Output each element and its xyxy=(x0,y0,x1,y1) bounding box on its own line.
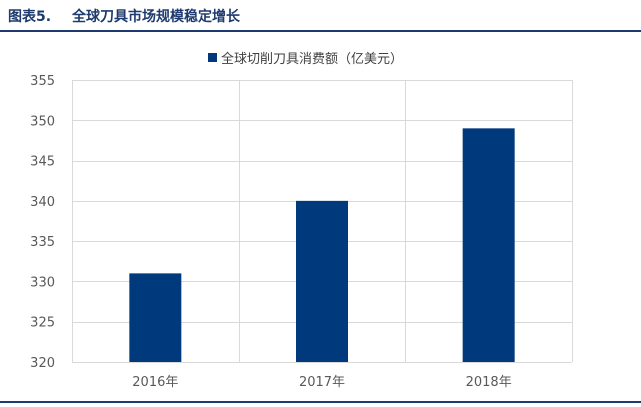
x-tick-label: 2017年 xyxy=(299,375,345,390)
figure-caption: 全球刀具市场规模稳定增长 xyxy=(72,9,240,25)
y-tick-label: 335 xyxy=(30,235,55,250)
bar-0 xyxy=(129,273,182,362)
figure-number: 图表5. xyxy=(8,9,52,25)
y-tick-label: 330 xyxy=(30,275,55,290)
title-rule xyxy=(0,30,641,32)
bar-2 xyxy=(462,128,515,362)
x-tick-label: 2016年 xyxy=(132,375,178,390)
y-tick-label: 340 xyxy=(30,195,55,210)
y-tick-label: 355 xyxy=(30,74,55,89)
figure-title: 图表5. 全球刀具市场规模稳定增长 xyxy=(8,6,240,26)
x-axis-ticks: 2016年 2017年 2018年 xyxy=(132,375,511,390)
x-tick-label: 2018年 xyxy=(466,375,512,390)
bars xyxy=(129,128,515,362)
legend: 全球切削刀具消费额（亿美元） xyxy=(208,51,403,67)
y-tick-label: 345 xyxy=(30,155,55,170)
y-axis-ticks: 320 325 330 335 340 345 350 355 xyxy=(30,74,55,371)
bar-1 xyxy=(296,200,348,362)
y-tick-label: 325 xyxy=(30,316,55,331)
y-tick-label: 350 xyxy=(30,114,55,129)
legend-label: 全球切削刀具消费额（亿美元） xyxy=(221,51,403,67)
bottom-rule xyxy=(0,401,641,403)
y-tick-label: 320 xyxy=(30,356,55,371)
legend-swatch xyxy=(208,53,217,62)
